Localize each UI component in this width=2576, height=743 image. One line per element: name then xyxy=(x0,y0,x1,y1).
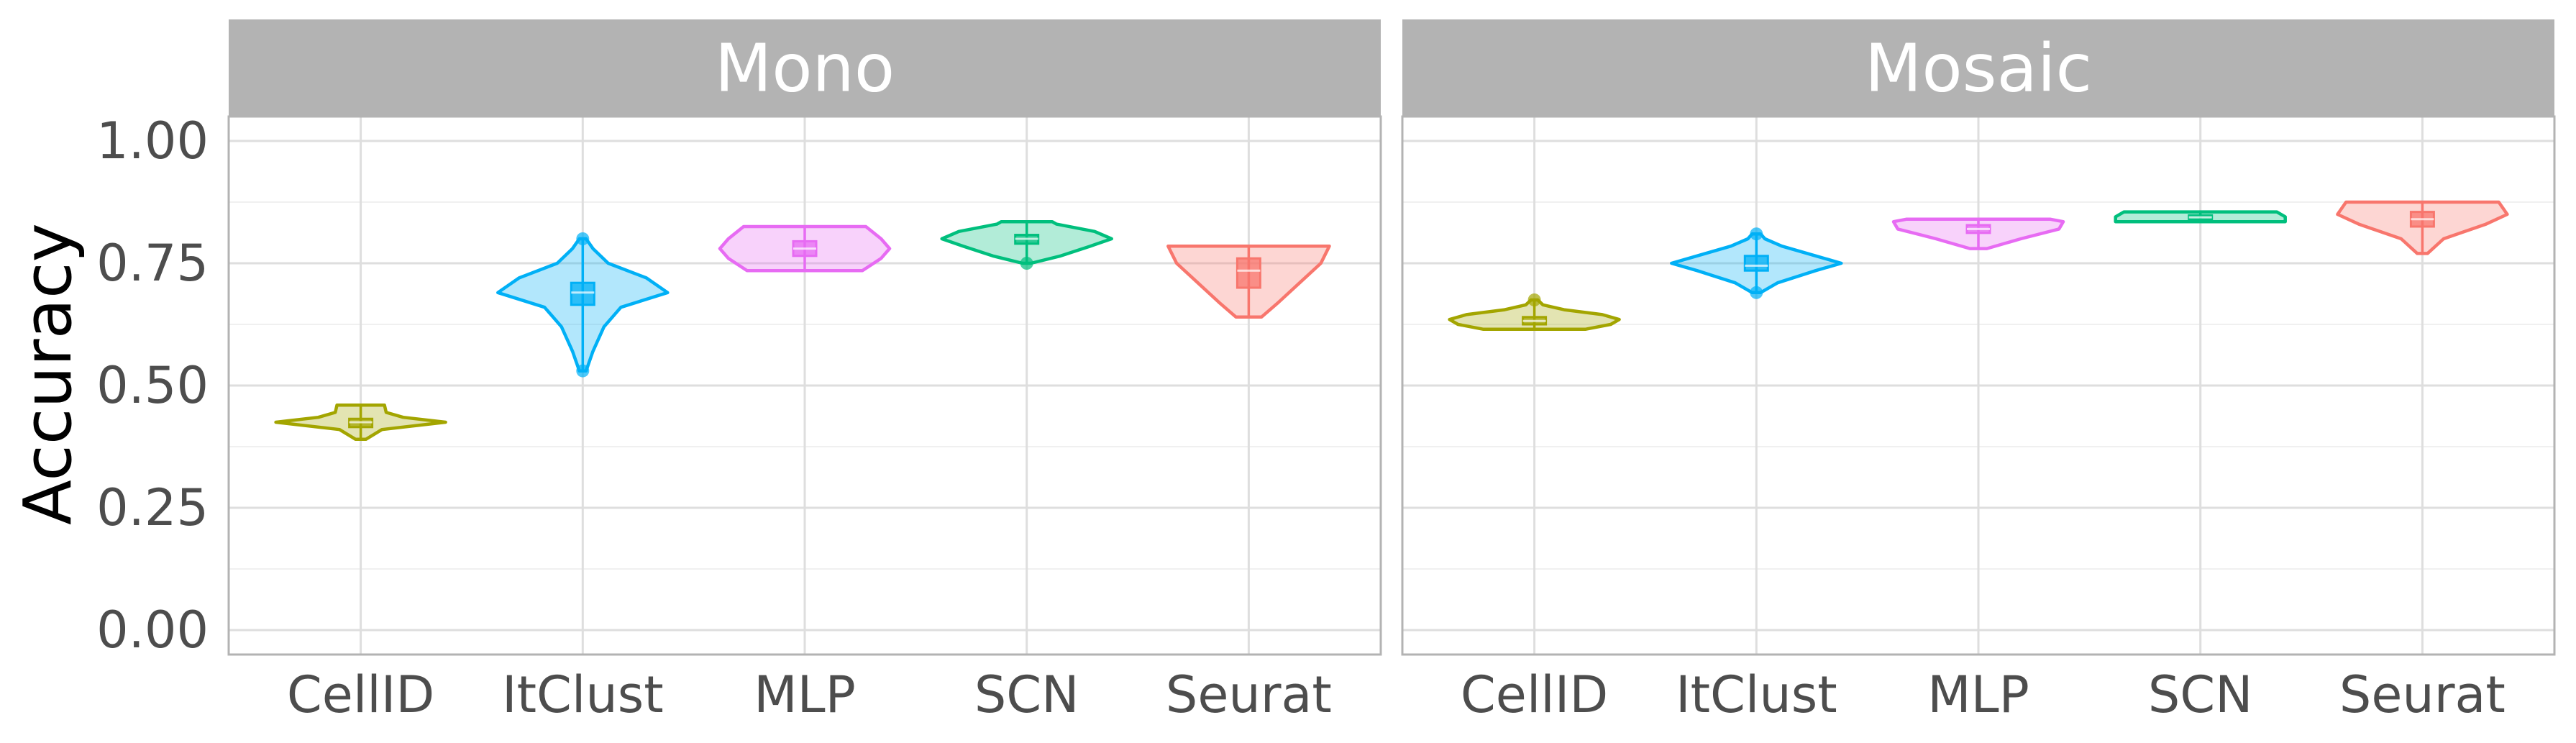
x-tick-label: Seurat xyxy=(1166,665,1332,724)
outlier-point xyxy=(576,364,590,378)
x-tick-label: SCN xyxy=(974,665,1079,724)
facet-strip xyxy=(229,19,1381,117)
facet-panels: Mono CellID ItClust MLP SCN Seurat Mosaic CellI… xyxy=(227,19,2556,724)
outlier-point xyxy=(1750,286,1763,299)
y-axis-label: Accuracy xyxy=(9,223,86,525)
facet-strip xyxy=(1402,19,2554,117)
outlier-point xyxy=(1527,293,1541,306)
y-tick-labels: 0.00 0.25 0.50 0.75 1.00 xyxy=(96,111,209,660)
outlier-point xyxy=(1750,227,1763,241)
outlier-point xyxy=(1020,257,1033,270)
x-tick-label: MLP xyxy=(754,665,856,724)
violin-scn xyxy=(940,219,1113,270)
x-tick-label: MLP xyxy=(1927,665,2029,724)
violin-cellid xyxy=(274,403,447,442)
violin-scn xyxy=(2114,210,2287,224)
box-iqr xyxy=(1743,255,1769,272)
x-tick-label: CellID xyxy=(287,665,434,724)
panel-mono: Mono CellID ItClust MLP SCN Seurat xyxy=(227,19,1382,724)
violin-mlp xyxy=(718,224,892,273)
violin-cellid xyxy=(1448,293,1621,332)
violin-itclust xyxy=(496,232,670,378)
outlier-point xyxy=(576,232,590,245)
violin-seurat xyxy=(1166,244,1331,319)
box-iqr xyxy=(1236,257,1261,289)
violin-mlp xyxy=(1891,217,2065,250)
panel-mosaic: Mosaic CellID ItClust MLP SCN Seurat xyxy=(1401,19,2556,724)
y-tick-label: 0.75 xyxy=(96,234,209,293)
x-tick-label: Seurat xyxy=(2339,665,2506,724)
x-tick-label: ItClust xyxy=(502,665,664,724)
facet-title: Mosaic xyxy=(1865,30,2092,107)
violin-itclust xyxy=(1670,227,1843,299)
box-iqr xyxy=(570,281,595,306)
x-tick-label: SCN xyxy=(2148,665,2253,724)
y-tick-label: 1.00 xyxy=(96,111,209,170)
facet-title: Mono xyxy=(715,30,895,107)
x-tick-label: ItClust xyxy=(1676,665,1837,724)
panel-border xyxy=(227,115,1382,656)
y-tick-label: 0.00 xyxy=(96,601,209,660)
panel-border xyxy=(1401,115,2556,656)
y-tick-label: 0.50 xyxy=(96,356,209,415)
x-tick-label: CellID xyxy=(1461,665,1608,724)
y-tick-label: 0.25 xyxy=(96,478,209,537)
violin-seurat xyxy=(2336,200,2509,255)
